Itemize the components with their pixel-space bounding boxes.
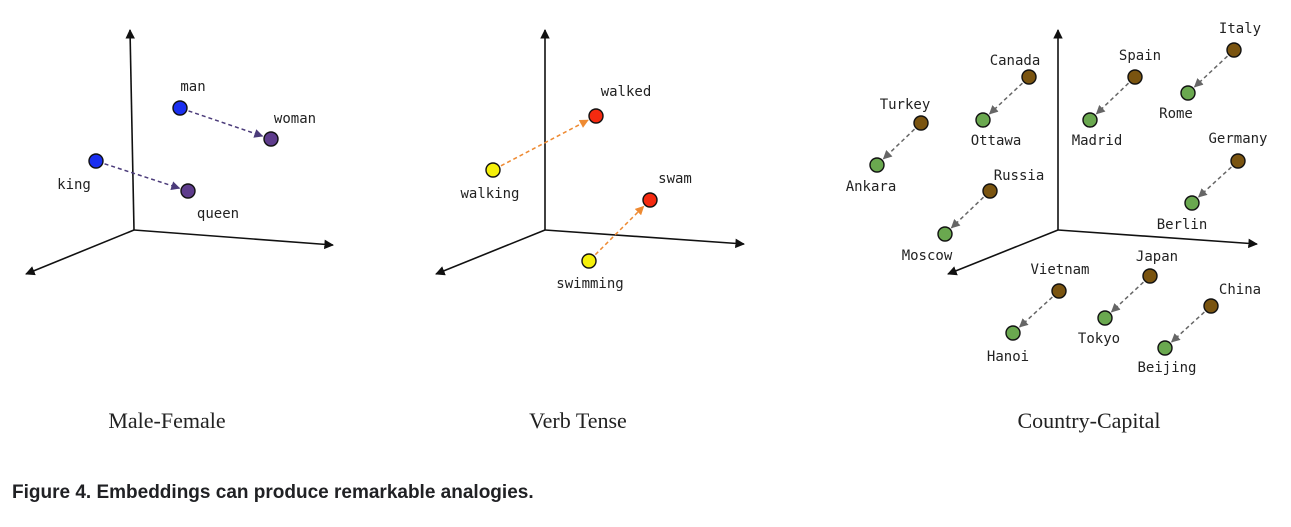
word-label-swam: swam <box>658 171 692 187</box>
axis-depth <box>435 229 546 276</box>
analogy-arrow-japan-to-tokyo <box>1110 281 1144 313</box>
word-label-ankara: Ankara <box>846 179 897 195</box>
point-swam <box>642 192 658 208</box>
axis-vertical <box>125 29 135 231</box>
word-label-germany: Germany <box>1208 131 1267 147</box>
word-label-queen: queen <box>197 206 239 222</box>
word-label-madrid: Madrid <box>1072 133 1123 149</box>
word-label-king: king <box>57 177 91 193</box>
point-woman <box>263 131 279 147</box>
point-madrid <box>1082 112 1098 128</box>
analogy-arrow-canada-to-ottawa <box>988 82 1023 115</box>
point-germany <box>1230 153 1246 169</box>
point-italy <box>1226 42 1242 58</box>
point-canada <box>1021 69 1037 85</box>
word-label-china: China <box>1219 282 1261 298</box>
analogy-arrow-king-to-queen <box>104 163 181 190</box>
word-label-italy: Italy <box>1219 21 1261 37</box>
analogy-arrow-russia-to-moscow <box>950 196 985 229</box>
panel-country-capital: Canada Ottawa Spain Madrid Italy Rome Turkey An… <box>846 21 1268 433</box>
word-label-berlin: Berlin <box>1157 217 1208 233</box>
word-label-japan: Japan <box>1136 249 1178 265</box>
panel-verb-tense: walking walked swimming swam Verb Tense <box>435 29 745 433</box>
analogy-arrow-germany-to-berlin <box>1197 166 1232 198</box>
analogy-arrow-italy-to-rome <box>1193 55 1228 88</box>
word-label-walked: walked <box>601 84 652 100</box>
analogy-arrow-walking-to-walked <box>500 119 589 167</box>
word-label-woman: woman <box>274 111 316 127</box>
word-label-beijing: Beijing <box>1137 360 1196 376</box>
point-tokyo <box>1097 310 1113 326</box>
point-rome <box>1180 85 1196 101</box>
word-label-spain: Spain <box>1119 48 1161 64</box>
word-label-swimming: swimming <box>556 276 623 292</box>
point-japan <box>1142 268 1158 284</box>
axis-horizontal <box>133 229 334 250</box>
analogy-arrow-man-to-woman <box>188 110 264 138</box>
point-russia <box>982 183 998 199</box>
axis-depth <box>25 229 135 276</box>
point-moscow <box>937 226 953 242</box>
point-ottawa <box>975 112 991 128</box>
word-label-russia: Russia <box>994 168 1045 184</box>
panel-title-male-female: Male-Female <box>108 408 225 433</box>
panel-male-female: man woman king queen Male-Female <box>25 29 334 433</box>
analogy-arrow-swimming-to-swam <box>594 205 645 256</box>
point-berlin <box>1184 195 1200 211</box>
point-queen <box>180 183 196 199</box>
word-label-moscow: Moscow <box>902 248 953 264</box>
axis-horizontal <box>544 229 745 249</box>
word-label-canada: Canada <box>990 53 1041 69</box>
point-king <box>88 153 104 169</box>
point-walking <box>485 162 501 178</box>
figure-caption: Figure 4. Embeddings can produce remarka… <box>12 482 534 503</box>
point-vietnam <box>1051 283 1067 299</box>
word-label-rome: Rome <box>1159 106 1193 122</box>
point-beijing <box>1157 340 1173 356</box>
word-label-vietnam: Vietnam <box>1030 262 1089 278</box>
word-label-tokyo: Tokyo <box>1078 331 1120 347</box>
point-turkey <box>913 115 929 131</box>
axis-horizontal <box>1057 229 1258 249</box>
word-label-turkey: Turkey <box>880 97 931 113</box>
point-swimming <box>581 253 597 269</box>
axis-depth <box>947 229 1059 276</box>
word-label-man: man <box>180 79 205 95</box>
point-walked <box>588 108 604 124</box>
analogy-arrow-china-to-beijing <box>1170 311 1205 343</box>
word-label-walking: walking <box>460 186 519 202</box>
analogy-arrow-turkey-to-ankara <box>882 128 916 160</box>
analogy-arrow-vietnam-to-hanoi <box>1018 296 1053 328</box>
panel-title-verb-tense: Verb Tense <box>529 408 627 433</box>
analogy-arrow-spain-to-madrid <box>1095 82 1130 115</box>
panel-title-country-capital: Country-Capital <box>1018 408 1161 433</box>
point-man <box>172 100 188 116</box>
point-china <box>1203 298 1219 314</box>
word-label-hanoi: Hanoi <box>987 349 1029 365</box>
analogies-diagram: man woman king queen Male-Female walking walke… <box>25 21 1268 433</box>
point-spain <box>1127 69 1143 85</box>
point-hanoi <box>1005 325 1021 341</box>
point-ankara <box>869 157 885 173</box>
word-label-ottawa: Ottawa <box>971 133 1022 149</box>
